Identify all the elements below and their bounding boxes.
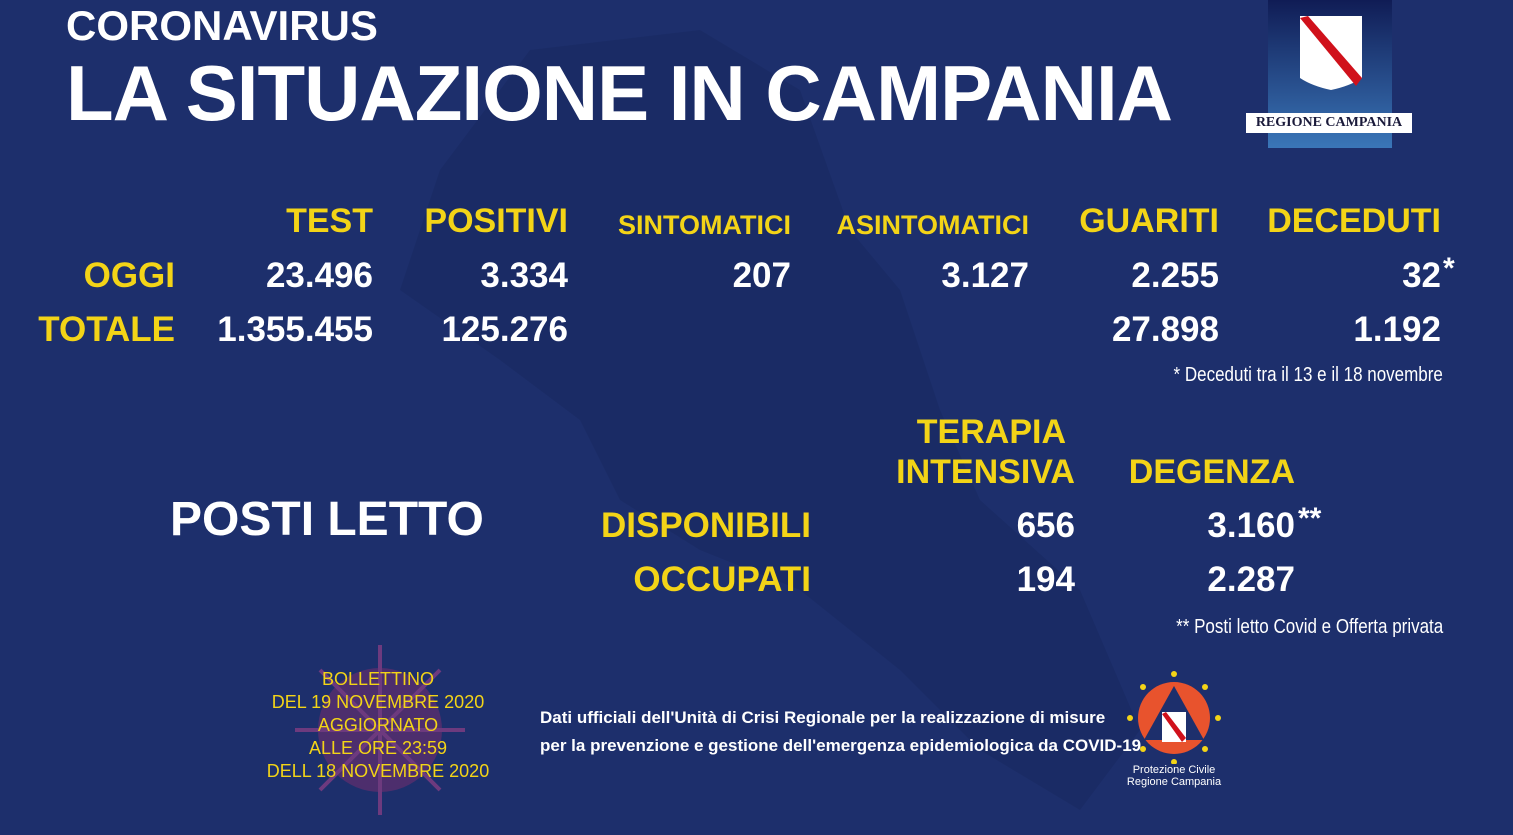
protezione-civile-text: Protezione Civile Regione Campania <box>1110 764 1238 788</box>
oggi-asintomatici: 3.127 <box>941 256 1029 295</box>
col-sintomatici: SINTOMATICI <box>618 210 791 240</box>
protezione-line: Protezione Civile <box>1132 764 1216 776</box>
col-positivi: POSITIVI <box>424 202 568 240</box>
virus-icon <box>295 645 465 815</box>
bulletin-line: AGGIORNATO <box>317 715 439 735</box>
bulletin-line: BOLLETTINO <box>321 669 435 689</box>
degenza-asterisks: ** <box>1298 502 1322 535</box>
row-oggi-label: OGGI <box>83 256 175 295</box>
source-line: Dati ufficiali dell'Unità di Crisi Regio… <box>540 708 1106 727</box>
totale-test: 1.355.455 <box>217 310 373 349</box>
oggi-positivi: 3.334 <box>480 256 568 295</box>
bulletin-info: BOLLETTINO DEL 19 NOVEMBRE 2020 AGGIORNA… <box>260 668 496 783</box>
row-occupati-label: OCCUPATI <box>633 560 811 599</box>
bulletin-line: DEL 19 NOVEMBRE 2020 <box>271 692 485 712</box>
col-intensiva: INTENSIVA <box>896 453 1075 491</box>
row-totale-label: TOTALE <box>38 310 175 349</box>
oggi-guariti: 2.255 <box>1131 256 1219 295</box>
source-note: Dati ufficiali dell'Unità di Crisi Regio… <box>540 704 1142 760</box>
totale-deceduti: 1.192 <box>1353 310 1441 349</box>
source-line: per la prevenzione e gestione dell'emerg… <box>540 736 1142 755</box>
posti-letto-title: POSTI LETTO <box>170 493 484 546</box>
disponibili-degenza: 3.160 <box>1207 506 1295 545</box>
campania-map-silhouette <box>400 30 1140 810</box>
protezione-line: Regione Campania <box>1126 776 1222 788</box>
occupati-degenza: 2.287 <box>1207 560 1295 599</box>
bulletin-line: DELL 18 NOVEMBRE 2020 <box>266 761 490 781</box>
page-title: LA SITUAZIONE IN CAMPANIA <box>66 49 1173 137</box>
logo-text: REGIONE CAMPANIA <box>1246 113 1412 133</box>
occupati-terapia: 194 <box>1016 560 1075 599</box>
coat-of-arms-icon <box>1300 16 1362 90</box>
oggi-test: 23.496 <box>265 256 373 295</box>
row-disponibili-label: DISPONIBILI <box>600 506 811 545</box>
deceduti-footnote: * Deceduti tra il 13 e il 18 novembre <box>1173 364 1443 386</box>
col-deceduti: DECEDUTI <box>1267 202 1441 240</box>
col-test: TEST <box>286 202 373 240</box>
oggi-deceduti: 32 <box>1402 256 1441 295</box>
oggi-sintomatici: 207 <box>732 256 791 295</box>
col-asintomatici: ASINTOMATICI <box>836 210 1030 240</box>
beds-footnote: ** Posti letto Covid e Offerta privata <box>1175 616 1443 638</box>
col-degenza: DEGENZA <box>1128 453 1295 491</box>
totale-positivi: 125.276 <box>441 310 568 349</box>
col-guariti: GUARITI <box>1079 202 1219 240</box>
disponibili-terapia: 656 <box>1016 506 1075 545</box>
header-kicker: CORONAVIRUS <box>66 2 378 49</box>
col-terapia: TERAPIA <box>916 413 1066 451</box>
regione-campania-logo: REGIONE CAMPANIA <box>1246 0 1412 148</box>
protezione-civile-logo <box>1127 671 1221 764</box>
deceduti-asterisk: * <box>1443 252 1455 285</box>
bulletin-line: ALLE ORE 23:59 <box>308 738 448 758</box>
totale-guariti: 27.898 <box>1111 310 1219 349</box>
